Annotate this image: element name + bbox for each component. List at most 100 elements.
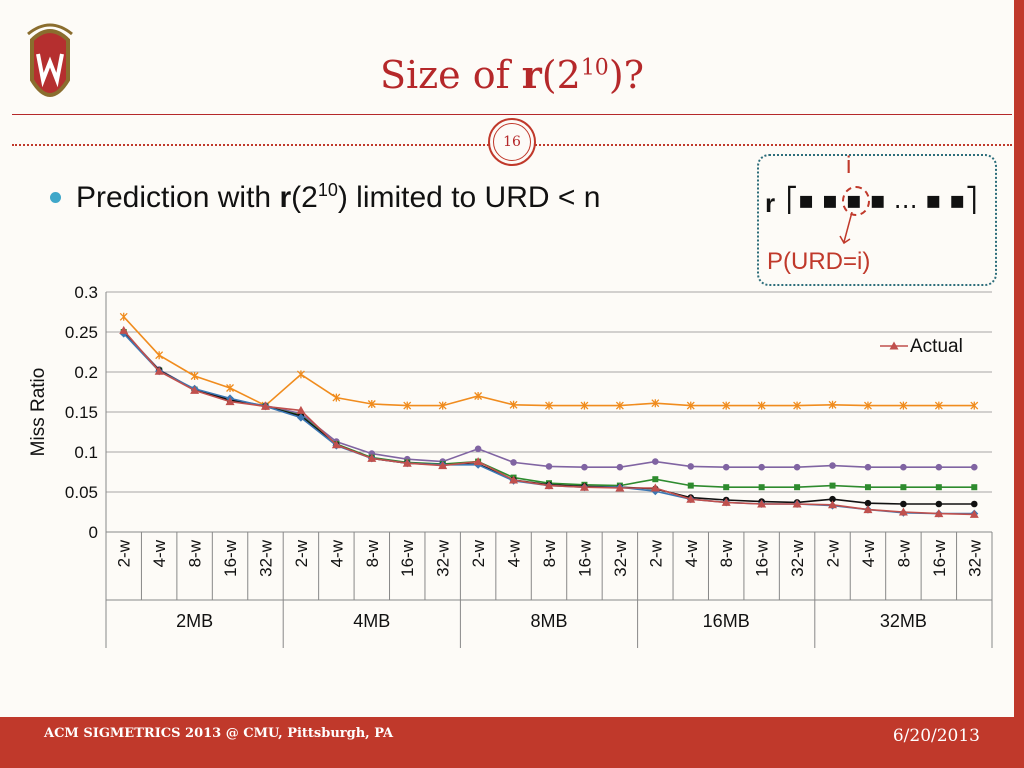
data-point [155,351,164,360]
title-exponent: 10 [580,55,609,81]
group-label: 8MB [530,611,567,631]
title-prefix: Size of [379,53,522,97]
x-tick-label: 4-w [682,539,701,567]
callout-probability-label: P(URD=i) [767,248,871,275]
x-tick-label: 2-w [115,539,134,567]
data-point [652,476,659,483]
data-point [829,482,836,489]
bullet-prefix: Prediction with [76,181,280,214]
callout-vector-entries: ▪ ▪ ▪ ▪ … ▪ ▪ [798,186,966,214]
data-point [864,463,872,471]
bullet-icon [50,192,61,203]
data-point [438,401,447,410]
title-open: (2 [541,53,581,97]
x-tick-label: 16-w [221,539,240,577]
series-line-3 [123,332,975,505]
data-point [367,453,377,462]
data-point [757,401,766,410]
data-point [687,482,694,489]
data-point [934,401,943,410]
data-point [794,484,801,491]
footer-bar [0,717,1024,768]
data-point [474,392,483,400]
data-point [970,463,978,471]
data-point [935,484,942,491]
bullet-bold-r: r [279,181,292,214]
header-divider [12,114,1012,115]
x-tick-label: 32-w [256,539,275,577]
data-point [899,401,908,410]
data-point [722,401,731,410]
data-point [864,484,871,491]
slide-number: 16 [493,123,531,161]
y-axis-label: Miss Ratio [28,368,49,457]
data-point [296,413,305,422]
callout-index-label: i [846,152,852,179]
data-point [971,484,978,491]
y-tick-label: 0.05 [65,483,98,502]
data-point [723,484,730,491]
urd-vector-callout [757,154,997,286]
title-bold-r: r [521,52,542,97]
data-point [721,497,731,506]
x-tick-label: 4-w [327,539,346,567]
x-tick-label: 8-w [186,539,205,567]
legend-marker [889,341,899,350]
x-tick-label: 16-w [398,539,417,577]
bullet-exponent: 10 [317,180,338,200]
x-tick-label: 16-w [753,539,772,577]
data-point [900,484,907,491]
data-point [580,401,589,410]
callout-vector-body: ⎡▪ ▪ ▪ ▪ … ▪ ▪⎤ [786,186,978,214]
data-point [154,366,164,375]
data-point [331,440,341,449]
y-tick-label: 0 [89,523,98,542]
data-point [758,463,765,471]
data-point [650,483,660,492]
data-point [793,401,802,410]
data-point [332,393,341,402]
data-point [119,325,129,334]
data-point [864,499,872,507]
data-point [190,385,200,394]
data-point [652,458,659,465]
data-point [119,312,128,321]
data-point [615,483,625,492]
data-point [226,384,234,392]
data-point [900,463,907,471]
x-tick-label: 4-w [150,539,169,567]
data-point [970,500,978,508]
data-point [296,405,306,414]
data-point [581,463,588,471]
data-point [651,399,660,408]
data-point [579,482,589,491]
data-point [898,507,908,516]
bullet-close: ) limited to URD < n [337,181,601,214]
data-point [403,401,412,410]
data-point [686,494,696,503]
data-point [864,401,872,410]
slide-title: Size of r(210)? [0,52,1024,97]
y-tick-label: 0.2 [74,363,98,382]
series-line-1 [123,331,975,468]
data-point [828,500,838,509]
data-point [935,463,943,471]
y-tick-label: 0.15 [65,403,98,422]
x-tick-label: 2-w [292,539,311,567]
data-point [793,463,801,471]
data-point [758,484,765,491]
university-crest-logo [27,23,73,97]
data-point [473,457,483,466]
data-point [792,499,802,508]
data-point [828,400,837,409]
x-tick-label: 8-w [540,539,559,567]
data-point [687,463,695,470]
footer-conference: ACM SIGMETRICS 2013 @ CMU, Pittsburgh, P… [44,726,394,741]
data-point [969,509,979,518]
x-tick-label: 4-w [859,539,878,567]
data-point [402,458,412,467]
group-label: 16MB [703,611,750,631]
data-point [970,401,979,410]
x-tick-label: 2-w [824,539,843,567]
data-point [686,401,695,410]
